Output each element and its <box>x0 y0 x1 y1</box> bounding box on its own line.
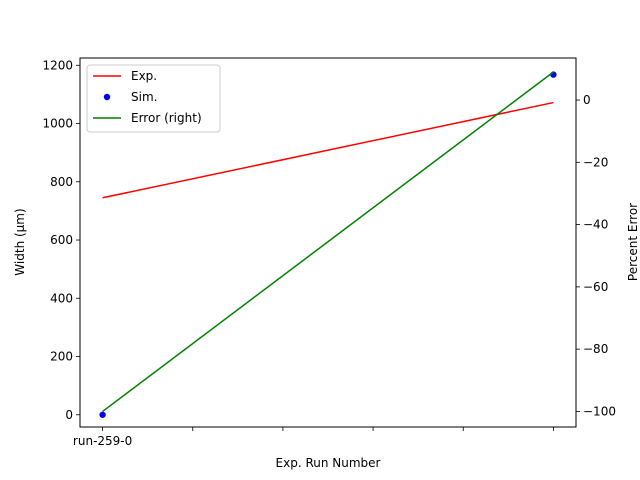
x-axis: run-259-0 <box>73 427 554 448</box>
x-axis-label: Exp. Run Number <box>276 456 381 470</box>
y-right-tick-label: −20 <box>583 155 608 169</box>
y-axis-right-label: Percent Error <box>626 203 640 281</box>
y-right-tick-label: 0 <box>583 93 591 107</box>
y-tick-label: 600 <box>50 233 73 247</box>
legend-label: Error (right) <box>131 111 202 125</box>
y-tick-label: 1000 <box>42 117 73 131</box>
legend-swatch <box>103 93 111 101</box>
y-tick-label: 1200 <box>42 58 73 72</box>
y-right-tick-label: −60 <box>583 280 608 294</box>
y-tick-label: 0 <box>65 408 73 422</box>
legend: Exp. Sim. Error (right) <box>86 64 221 133</box>
series-line-error-right <box>102 71 554 413</box>
y-right-tick-label: −100 <box>583 404 616 418</box>
legend-label: Exp. <box>131 69 157 83</box>
legend-box <box>86 64 221 133</box>
y-tick-label: 800 <box>50 175 73 189</box>
y-tick-label: 200 <box>50 350 73 364</box>
series-point-sim <box>99 411 106 418</box>
y-right-tick-label: −40 <box>583 218 608 232</box>
legend-label: Sim. <box>131 90 157 104</box>
y-right-tick-label: −80 <box>583 342 608 356</box>
y-axis-right: −100 −80 −60 −40 −20 0 <box>576 93 616 418</box>
y-axis-left: 0 200 400 600 800 1000 1200 <box>42 58 80 422</box>
plot-frame <box>79 57 577 428</box>
plot-series <box>99 71 557 418</box>
series-line-exp <box>102 101 554 199</box>
y-axis-label: Width (μm) <box>13 208 27 275</box>
x-tick-label: run-259-0 <box>73 434 132 448</box>
y-tick-label: 400 <box>50 291 73 305</box>
